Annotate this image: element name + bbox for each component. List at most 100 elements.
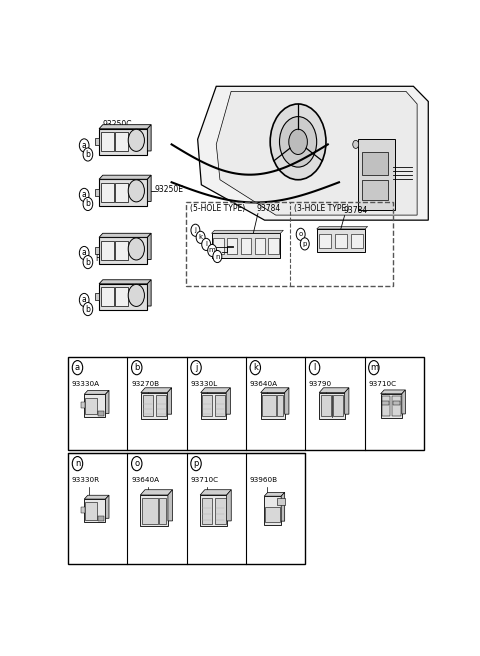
Bar (319, 234, 331, 249)
Circle shape (191, 224, 200, 236)
Polygon shape (168, 490, 172, 521)
Bar (159, 497, 166, 523)
Text: k: k (253, 363, 258, 372)
Bar (268, 238, 279, 254)
Polygon shape (381, 394, 402, 418)
Text: b: b (85, 304, 90, 314)
Bar (68, 357, 424, 450)
Bar (277, 498, 285, 505)
Circle shape (83, 148, 93, 161)
Bar (85, 398, 97, 414)
Circle shape (132, 457, 142, 471)
Bar (241, 238, 251, 254)
Text: (3-HOLE TYPE): (3-HOLE TYPE) (294, 204, 349, 213)
Polygon shape (201, 392, 226, 419)
Bar (362, 152, 388, 174)
Text: m: m (209, 247, 216, 253)
Text: a: a (82, 190, 86, 199)
Text: n: n (215, 253, 220, 260)
Text: 93960B: 93960B (250, 477, 278, 483)
Bar (277, 395, 283, 417)
Polygon shape (99, 237, 147, 264)
Bar (321, 395, 331, 417)
Polygon shape (345, 388, 349, 414)
Circle shape (128, 180, 144, 202)
Bar (392, 396, 401, 416)
Text: 93250E: 93250E (155, 186, 184, 194)
Bar (254, 238, 265, 254)
Text: n: n (75, 459, 80, 468)
Polygon shape (99, 179, 147, 205)
Bar (156, 395, 166, 417)
Circle shape (79, 139, 89, 152)
Bar (115, 287, 128, 306)
Polygon shape (84, 390, 109, 394)
Bar (212, 234, 280, 258)
Bar (227, 238, 238, 254)
Bar (382, 396, 390, 416)
Circle shape (310, 361, 320, 375)
Bar (202, 395, 212, 417)
Polygon shape (200, 495, 227, 526)
Text: H93250: H93250 (96, 254, 125, 263)
Circle shape (296, 228, 305, 240)
Polygon shape (141, 392, 168, 419)
Circle shape (369, 361, 379, 375)
Text: 93640A: 93640A (250, 380, 278, 387)
Text: 93710C: 93710C (191, 477, 218, 483)
Circle shape (300, 238, 309, 250)
Bar (95, 293, 99, 300)
Bar (351, 234, 363, 249)
Bar (317, 229, 365, 252)
Text: p: p (193, 459, 199, 468)
Text: 93250C: 93250C (103, 120, 132, 129)
Bar (95, 189, 99, 196)
Text: 93640A: 93640A (131, 477, 159, 483)
Polygon shape (147, 125, 151, 151)
Polygon shape (201, 388, 230, 392)
Circle shape (191, 457, 201, 471)
Circle shape (196, 232, 205, 243)
Text: b: b (85, 258, 90, 266)
Bar (115, 133, 128, 152)
Text: 93270B: 93270B (131, 380, 159, 387)
Polygon shape (147, 279, 151, 306)
Polygon shape (106, 495, 109, 518)
Text: a: a (82, 141, 86, 150)
Circle shape (353, 140, 359, 148)
Text: 93330L: 93330L (191, 380, 217, 387)
Bar (95, 138, 99, 146)
Text: o: o (134, 459, 139, 468)
Text: o: o (299, 232, 303, 237)
Text: 93390F: 93390F (96, 247, 124, 256)
Polygon shape (147, 234, 151, 260)
Bar (98, 411, 104, 416)
Text: p: p (302, 241, 307, 247)
Polygon shape (140, 495, 168, 526)
Bar (101, 287, 114, 306)
Circle shape (83, 302, 93, 316)
Bar (265, 506, 280, 522)
Circle shape (289, 129, 307, 154)
Text: j: j (195, 363, 197, 372)
Circle shape (79, 293, 89, 306)
Polygon shape (226, 388, 230, 414)
Polygon shape (216, 91, 417, 215)
Circle shape (132, 361, 142, 375)
Polygon shape (317, 226, 368, 229)
Circle shape (128, 238, 144, 260)
Polygon shape (285, 388, 289, 414)
Text: 93784: 93784 (344, 206, 368, 215)
Bar (68, 453, 305, 564)
Circle shape (250, 361, 261, 375)
Text: j: j (194, 227, 196, 234)
Polygon shape (140, 490, 172, 495)
Polygon shape (99, 129, 147, 155)
Bar (101, 241, 114, 260)
Bar (143, 395, 153, 417)
Bar (85, 502, 97, 520)
Text: 93790: 93790 (309, 380, 332, 387)
Bar (81, 507, 85, 513)
Bar (115, 183, 128, 202)
Text: a: a (82, 295, 86, 304)
